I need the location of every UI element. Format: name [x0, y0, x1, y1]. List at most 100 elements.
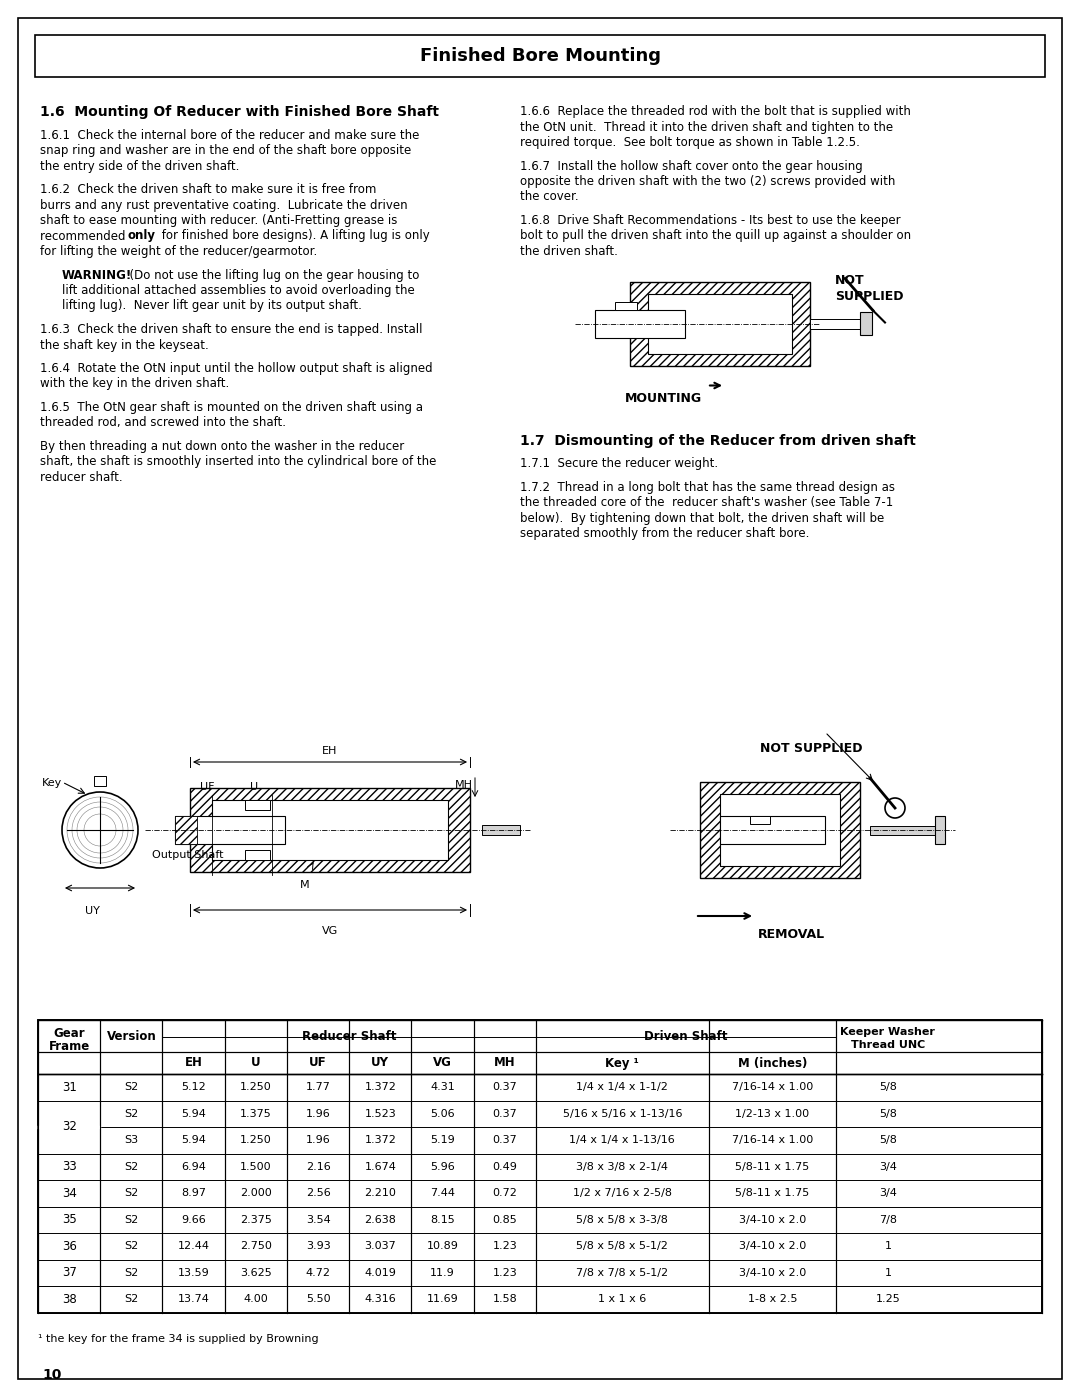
Text: 11.69: 11.69: [427, 1294, 459, 1305]
Text: opposite the driven shaft with the two (2) screws provided with: opposite the driven shaft with the two (…: [519, 175, 895, 189]
Text: 1.96: 1.96: [306, 1109, 330, 1119]
Text: 3/8 x 3/8 x 2-1/4: 3/8 x 3/8 x 2-1/4: [577, 1162, 669, 1172]
Text: 0.49: 0.49: [492, 1162, 517, 1172]
Text: S2: S2: [124, 1083, 138, 1092]
Text: 4.31: 4.31: [430, 1083, 455, 1092]
Text: 1.7.1  Secure the reducer weight.: 1.7.1 Secure the reducer weight.: [519, 457, 718, 469]
Text: S2: S2: [124, 1294, 138, 1305]
Text: 2.750: 2.750: [240, 1242, 272, 1252]
Text: Driven Shaft: Driven Shaft: [645, 1030, 728, 1044]
Text: 1.23: 1.23: [492, 1242, 517, 1252]
Text: 6.94: 6.94: [181, 1162, 206, 1172]
Text: 1.500: 1.500: [240, 1162, 272, 1172]
Text: reducer shaft.: reducer shaft.: [40, 471, 123, 483]
Text: MH: MH: [494, 1056, 515, 1070]
Text: SUPPLIED: SUPPLIED: [835, 291, 904, 303]
Text: 1.23: 1.23: [492, 1267, 517, 1278]
Text: 0.37: 0.37: [492, 1136, 517, 1146]
Text: 10: 10: [42, 1368, 62, 1382]
Text: bolt to pull the driven shaft into the quill up against a shoulder on: bolt to pull the driven shaft into the q…: [519, 229, 912, 243]
Text: 2.638: 2.638: [364, 1215, 396, 1225]
Text: U: U: [249, 782, 258, 792]
Text: 32: 32: [62, 1120, 77, 1133]
Text: required torque.  See bolt torque as shown in Table 1.2.5.: required torque. See bolt torque as show…: [519, 136, 860, 149]
Text: 8.15: 8.15: [430, 1215, 455, 1225]
Text: the driven shaft.: the driven shaft.: [519, 244, 618, 258]
Bar: [35, 35, 1045, 77]
Text: 1.6.2  Check the driven shaft to make sure it is free from: 1.6.2 Check the driven shaft to make sur…: [40, 183, 376, 196]
Text: UY: UY: [84, 907, 99, 916]
Bar: [700, 782, 860, 877]
Text: 13.74: 13.74: [178, 1294, 210, 1305]
Text: below).  By tightening down that bolt, the driven shaft will be: below). By tightening down that bolt, th…: [519, 511, 885, 524]
Text: 5.06: 5.06: [430, 1109, 455, 1119]
Text: 1.250: 1.250: [240, 1083, 272, 1092]
Text: 7/8: 7/8: [879, 1215, 896, 1225]
Text: 4.72: 4.72: [306, 1267, 330, 1278]
Text: 0.72: 0.72: [492, 1189, 517, 1199]
Text: 1: 1: [885, 1267, 891, 1278]
Text: Reducer Shaft: Reducer Shaft: [302, 1030, 396, 1044]
Text: 1.6.1  Check the internal bore of the reducer and make sure the: 1.6.1 Check the internal bore of the red…: [40, 129, 419, 141]
Bar: [212, 800, 448, 861]
Text: the OtN unit.  Thread it into the driven shaft and tighten to the: the OtN unit. Thread it into the driven …: [519, 120, 893, 134]
Bar: [245, 800, 270, 810]
Text: 2.56: 2.56: [306, 1189, 330, 1199]
Text: 5.94: 5.94: [181, 1109, 206, 1119]
Text: 4.00: 4.00: [243, 1294, 268, 1305]
Text: 3/4-10 x 2.0: 3/4-10 x 2.0: [739, 1215, 806, 1225]
Text: 35: 35: [62, 1213, 77, 1227]
Text: 1.96: 1.96: [306, 1136, 330, 1146]
Text: VG: VG: [322, 926, 338, 936]
Text: 7.44: 7.44: [430, 1189, 455, 1199]
Bar: [38, 1020, 1042, 1313]
Text: 1.6.6  Replace the threaded rod with the bolt that is supplied with: 1.6.6 Replace the threaded rod with the …: [519, 105, 910, 117]
Bar: [860, 313, 872, 334]
Bar: [870, 826, 935, 834]
Text: WARNING!: WARNING!: [62, 268, 132, 282]
Text: 1 x 1 x 6: 1 x 1 x 6: [598, 1294, 647, 1305]
Text: REMOVAL: REMOVAL: [758, 928, 825, 942]
Text: the threaded core of the  reducer shaft's washer (see Table 7-1: the threaded core of the reducer shaft's…: [519, 496, 893, 509]
Text: 1.6.7  Install the hollow shaft cover onto the gear housing: 1.6.7 Install the hollow shaft cover ont…: [519, 159, 863, 172]
Bar: [175, 816, 285, 844]
Text: 1.6.5  The OtN gear shaft is mounted on the driven shaft using a: 1.6.5 The OtN gear shaft is mounted on t…: [40, 401, 423, 414]
Bar: [648, 293, 792, 353]
Bar: [720, 816, 825, 844]
Bar: [245, 849, 270, 861]
Text: 5/8-11 x 1.75: 5/8-11 x 1.75: [735, 1162, 810, 1172]
Text: By then threading a nut down onto the washer in the reducer: By then threading a nut down onto the wa…: [40, 440, 404, 453]
Text: U: U: [251, 1056, 260, 1070]
Text: 1: 1: [885, 1242, 891, 1252]
Text: 1.375: 1.375: [240, 1109, 272, 1119]
Text: S2: S2: [124, 1215, 138, 1225]
Text: 5.19: 5.19: [430, 1136, 455, 1146]
Text: 3/4: 3/4: [879, 1189, 896, 1199]
Text: Keeper Washer: Keeper Washer: [840, 1027, 935, 1037]
Text: 12.44: 12.44: [177, 1242, 210, 1252]
Text: shaft to ease mounting with reducer. (Anti-Fretting grease is: shaft to ease mounting with reducer. (An…: [40, 214, 397, 226]
Text: 5.94: 5.94: [181, 1136, 206, 1146]
Text: 34: 34: [62, 1186, 77, 1200]
Text: for finished bore designs). A lifting lug is only: for finished bore designs). A lifting lu…: [158, 229, 430, 243]
Text: 3.54: 3.54: [306, 1215, 330, 1225]
Text: 1/4 x 1/4 x 1-1/2: 1/4 x 1/4 x 1-1/2: [577, 1083, 669, 1092]
Text: threaded rod, and screwed into the shaft.: threaded rod, and screwed into the shaft…: [40, 416, 286, 429]
Text: 5.12: 5.12: [181, 1083, 206, 1092]
Text: Key: Key: [42, 778, 63, 788]
Text: 5/8: 5/8: [879, 1083, 896, 1092]
Bar: [38, 1020, 1042, 1313]
Text: 1.6.3  Check the driven shaft to ensure the end is tapped. Install: 1.6.3 Check the driven shaft to ensure t…: [40, 323, 422, 337]
Bar: [595, 310, 685, 338]
Text: only: only: [129, 229, 156, 243]
Text: 33: 33: [62, 1161, 77, 1173]
Text: NOT: NOT: [835, 274, 865, 286]
Text: Gear: Gear: [53, 1027, 85, 1039]
Text: 5/16 x 5/16 x 1-13/16: 5/16 x 5/16 x 1-13/16: [563, 1109, 683, 1119]
Text: 7/8 x 7/8 x 5-1/2: 7/8 x 7/8 x 5-1/2: [577, 1267, 669, 1278]
Text: lift additional attached assemblies to avoid overloading the: lift additional attached assemblies to a…: [62, 284, 415, 298]
Text: MH: MH: [455, 780, 473, 789]
Text: EH: EH: [185, 1056, 203, 1070]
Text: lifting lug).  Never lift gear unit by its output shaft.: lifting lug). Never lift gear unit by it…: [62, 299, 362, 313]
Text: 1.674: 1.674: [364, 1162, 396, 1172]
